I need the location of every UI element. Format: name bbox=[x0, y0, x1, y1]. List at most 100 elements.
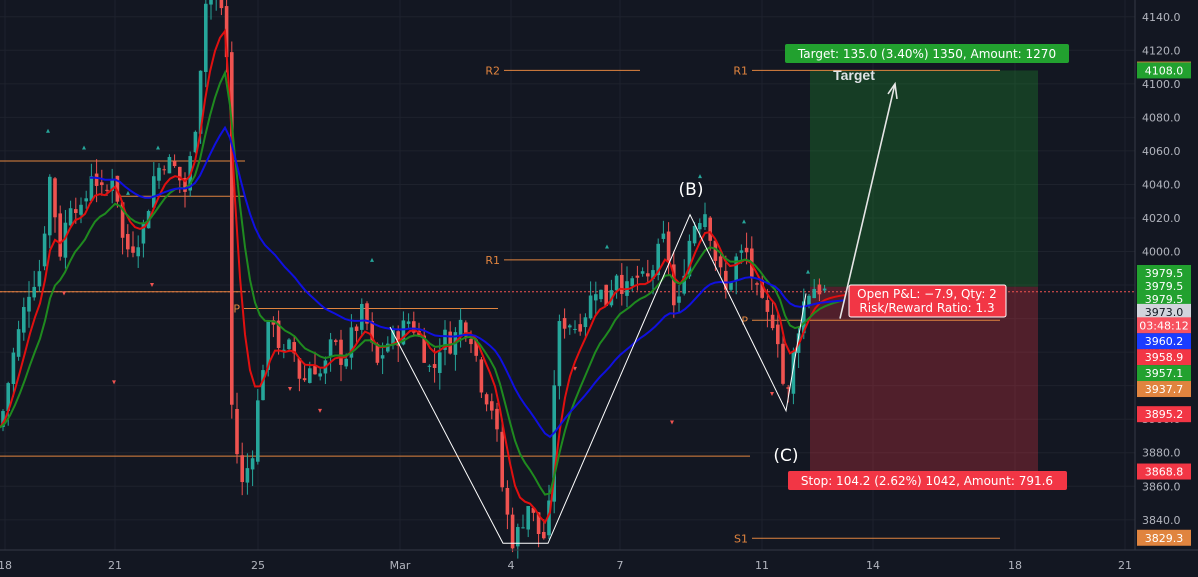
price-tag-label: 4108.0 bbox=[1145, 64, 1184, 77]
buy-signal bbox=[806, 269, 810, 274]
wave-label: (C) bbox=[773, 446, 798, 466]
candle-body bbox=[63, 222, 68, 258]
candle-body bbox=[568, 325, 572, 328]
candle-body bbox=[802, 301, 806, 334]
stop-zone bbox=[810, 286, 1038, 472]
wave-line bbox=[389, 213, 807, 544]
candle-body bbox=[131, 246, 135, 253]
price-tag bbox=[1137, 463, 1191, 480]
candle-body bbox=[172, 161, 177, 167]
candle-body bbox=[739, 250, 744, 253]
candle-body bbox=[588, 295, 593, 319]
candle-body bbox=[250, 458, 255, 470]
candle-body bbox=[438, 352, 442, 373]
candle-body bbox=[120, 202, 125, 238]
time-tick-label: 4 bbox=[508, 559, 515, 572]
buy-signal bbox=[605, 244, 609, 249]
price-tag bbox=[1137, 277, 1191, 294]
candle-body bbox=[443, 329, 447, 350]
candle-body bbox=[552, 385, 556, 502]
candle-body bbox=[183, 177, 187, 192]
candle-body bbox=[224, 6, 229, 58]
candle-body bbox=[297, 358, 302, 379]
target-arrow bbox=[839, 83, 896, 319]
pivot-label: P bbox=[741, 314, 748, 327]
candle-body bbox=[755, 283, 759, 285]
candle-body bbox=[276, 320, 281, 348]
candle-body bbox=[162, 169, 166, 171]
price-tag bbox=[1137, 303, 1191, 320]
sell-signal bbox=[112, 380, 116, 385]
candle-body bbox=[282, 349, 286, 352]
price-tag bbox=[1137, 529, 1191, 546]
stop-banner-text: Stop: 104.2 (2.62%) 1042, Amount: 791.6 bbox=[801, 474, 1053, 488]
candle-body bbox=[781, 343, 785, 384]
candle-body bbox=[328, 339, 333, 356]
price-tag-label: 3868.8 bbox=[1145, 466, 1184, 479]
price-tag-label: 3895.2 bbox=[1145, 408, 1184, 421]
candle-body bbox=[765, 300, 770, 312]
candle-body bbox=[375, 343, 380, 363]
candle-body bbox=[287, 339, 291, 350]
candle-body bbox=[386, 343, 390, 352]
time-tick-label: 25 bbox=[251, 559, 265, 572]
candle-body bbox=[646, 273, 650, 277]
candle-body bbox=[718, 256, 723, 268]
candle-body bbox=[94, 173, 99, 186]
time-tick-label: 18 bbox=[0, 559, 12, 572]
position-zones bbox=[0, 70, 1135, 472]
candle-body bbox=[401, 320, 406, 345]
candle-body bbox=[495, 408, 499, 430]
candle-body bbox=[729, 282, 733, 290]
candlesticks bbox=[1, 0, 827, 559]
candle-body bbox=[458, 319, 463, 336]
candle-body bbox=[557, 321, 562, 387]
pivot-label: R1 bbox=[485, 254, 500, 267]
candle-body bbox=[16, 329, 21, 357]
candle-body bbox=[599, 289, 603, 300]
candle-body bbox=[302, 378, 307, 381]
candle-body bbox=[344, 358, 348, 367]
candle-body bbox=[578, 324, 582, 332]
candle-body bbox=[672, 264, 676, 306]
candle-body bbox=[84, 198, 88, 202]
sell-signal bbox=[62, 291, 66, 296]
candle-body bbox=[640, 271, 645, 274]
candle-body bbox=[812, 288, 816, 299]
target-banner bbox=[785, 44, 1069, 63]
price-axis[interactable]: 3840.03860.03880.03900.03920.03940.03960… bbox=[1134, 0, 1191, 550]
candle-body bbox=[152, 176, 156, 208]
target-zone bbox=[810, 70, 1038, 287]
price-tick-label: 3860.0 bbox=[1142, 480, 1181, 493]
target-banner-text: Target: 135.0 (3.40%) 1350, Amount: 1270 bbox=[797, 47, 1056, 61]
candle-body bbox=[115, 175, 120, 202]
candle-body bbox=[308, 368, 312, 383]
candle-body bbox=[6, 383, 10, 411]
candle-body bbox=[505, 487, 510, 515]
time-tick-label: 21 bbox=[108, 559, 122, 572]
pnl-line-1: Open P&L: −7.9, Qty: 2 bbox=[857, 287, 997, 301]
price-tick-label: 3840.0 bbox=[1142, 514, 1181, 527]
candle-body bbox=[817, 284, 822, 295]
price-tag bbox=[1137, 349, 1191, 366]
candle-body bbox=[68, 208, 73, 226]
candle-body bbox=[734, 256, 738, 282]
buy-signal bbox=[742, 219, 746, 224]
candle-body bbox=[635, 275, 640, 278]
time-axis[interactable]: 18 21 25 Mar 4 7 11 14 18 21 bbox=[0, 549, 1198, 572]
candle-body bbox=[744, 247, 749, 253]
candle-body bbox=[245, 468, 250, 483]
candle-body bbox=[479, 359, 484, 393]
time-tick-label: 21 bbox=[1118, 559, 1132, 572]
candle-body bbox=[1, 411, 5, 427]
candle-body bbox=[370, 321, 374, 343]
price-tick-label: 4080.0 bbox=[1142, 111, 1181, 124]
candle-body bbox=[698, 223, 702, 230]
ema-mid-line bbox=[0, 69, 846, 496]
price-tag bbox=[1137, 62, 1191, 79]
candle-body bbox=[536, 512, 541, 535]
stop-banner bbox=[788, 471, 1067, 490]
sell-signal bbox=[770, 392, 774, 397]
wave-label: (B) bbox=[679, 180, 704, 200]
